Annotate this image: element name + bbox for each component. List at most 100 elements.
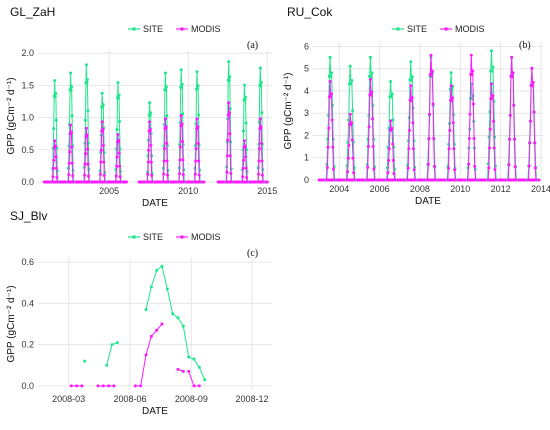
y-tick-label: 6 [304, 41, 309, 51]
data-point-modis [410, 96, 414, 100]
data-point-modis [112, 384, 116, 388]
data-point-modis [487, 166, 491, 170]
y-tick-label: 2.0 [21, 48, 34, 58]
data-point-modis [82, 180, 86, 184]
x-tick-label: 2004 [329, 184, 349, 194]
y-tick-label: 0.2 [21, 340, 34, 350]
data-point-modis [346, 156, 350, 160]
data-point-modis [101, 384, 105, 388]
data-point-modis [432, 164, 436, 168]
y-tick-label: 0.0 [21, 381, 34, 391]
data-point-modis [369, 77, 372, 81]
series-line-modis [447, 85, 456, 181]
data-point-modis [529, 119, 532, 123]
data-point-modis [84, 126, 88, 130]
data-point-modis [533, 141, 537, 145]
data-point-modis [150, 180, 154, 184]
data-point-modis [194, 147, 198, 151]
data-point-modis [534, 178, 538, 182]
data-point-modis [257, 147, 261, 151]
data-point-modis [391, 158, 395, 162]
data-point-site [86, 109, 90, 113]
data-point-modis [241, 166, 245, 170]
data-point-modis [225, 154, 229, 158]
data-point-modis [51, 166, 55, 170]
legend-label-site: SITE [143, 232, 163, 242]
data-point-modis [102, 174, 106, 177]
series-line-modis [326, 81, 335, 181]
data-point-site [155, 268, 159, 272]
data-point-modis [75, 384, 79, 388]
data-point-site [116, 81, 120, 84]
data-point-site [330, 71, 334, 75]
data-point-modis [227, 113, 231, 117]
data-point-modis [242, 158, 246, 162]
data-point-modis [408, 128, 411, 132]
data-point-modis [492, 119, 496, 123]
data-point-modis [178, 145, 182, 149]
data-point-modis [389, 119, 393, 123]
data-point-site [490, 49, 493, 53]
legend-label-site: SITE [143, 24, 163, 34]
data-point-modis [68, 150, 72, 154]
data-point-modis [331, 145, 335, 149]
data-point-site [54, 92, 58, 95]
data-point-site [368, 55, 372, 59]
data-point-site [117, 96, 120, 100]
data-point-modis [467, 162, 471, 166]
data-point-modis [149, 334, 153, 338]
x-tick-label: 2010 [450, 184, 470, 194]
series-line-site [178, 69, 185, 183]
data-point-modis [242, 139, 246, 143]
data-point-modis [83, 162, 87, 166]
data-point-modis [181, 173, 185, 177]
data-point-site [149, 285, 153, 289]
data-point-modis-baseline [125, 180, 128, 184]
data-point-modis [325, 166, 329, 170]
y-tick-label: 1.0 [21, 113, 34, 123]
y-tick-label: 3 [304, 108, 309, 118]
series-line-modis [67, 124, 74, 183]
data-point-modis [146, 160, 150, 164]
data-point-site [389, 95, 393, 99]
data-point-site [176, 316, 180, 320]
data-point-modis [532, 110, 536, 114]
y-tick-label: 0.0 [21, 177, 34, 187]
data-point-modis [164, 125, 168, 129]
data-point-modis [513, 165, 517, 169]
data-point-modis [145, 180, 149, 184]
data-point-modis [260, 159, 264, 163]
legend-marker-modis [180, 27, 184, 31]
data-point-site [243, 98, 247, 102]
data-point-modis [162, 159, 166, 163]
data-point-site [181, 324, 185, 328]
data-point-modis [51, 180, 54, 184]
data-point-modis [257, 159, 261, 163]
data-point-modis [369, 93, 373, 97]
data-point-modis [328, 80, 332, 83]
data-point-modis [533, 166, 537, 170]
data-point-modis [98, 180, 102, 184]
data-point-modis [229, 171, 233, 175]
data-point-modis [412, 168, 416, 172]
series-line-site [241, 85, 248, 183]
data-point-modis [197, 159, 201, 163]
data-point-modis [55, 176, 59, 179]
x-tick-label: 2012 [491, 184, 511, 194]
data-point-modis [352, 171, 356, 175]
data-point-modis [330, 118, 334, 122]
data-point-site [348, 64, 352, 68]
data-point-modis [390, 126, 394, 130]
series-line-modis [162, 118, 169, 183]
data-point-modis [387, 158, 391, 162]
data-point-site [258, 66, 262, 70]
data-point-modis [155, 328, 159, 332]
data-point-modis [196, 141, 200, 145]
data-point-site [242, 129, 245, 133]
series-line-modis [366, 79, 375, 181]
data-point-modis [493, 168, 497, 171]
x-tick-label: 2008-12 [235, 394, 268, 404]
panel-label: (c) [247, 248, 258, 259]
data-point-modis [240, 180, 244, 184]
data-point-site [171, 312, 175, 316]
